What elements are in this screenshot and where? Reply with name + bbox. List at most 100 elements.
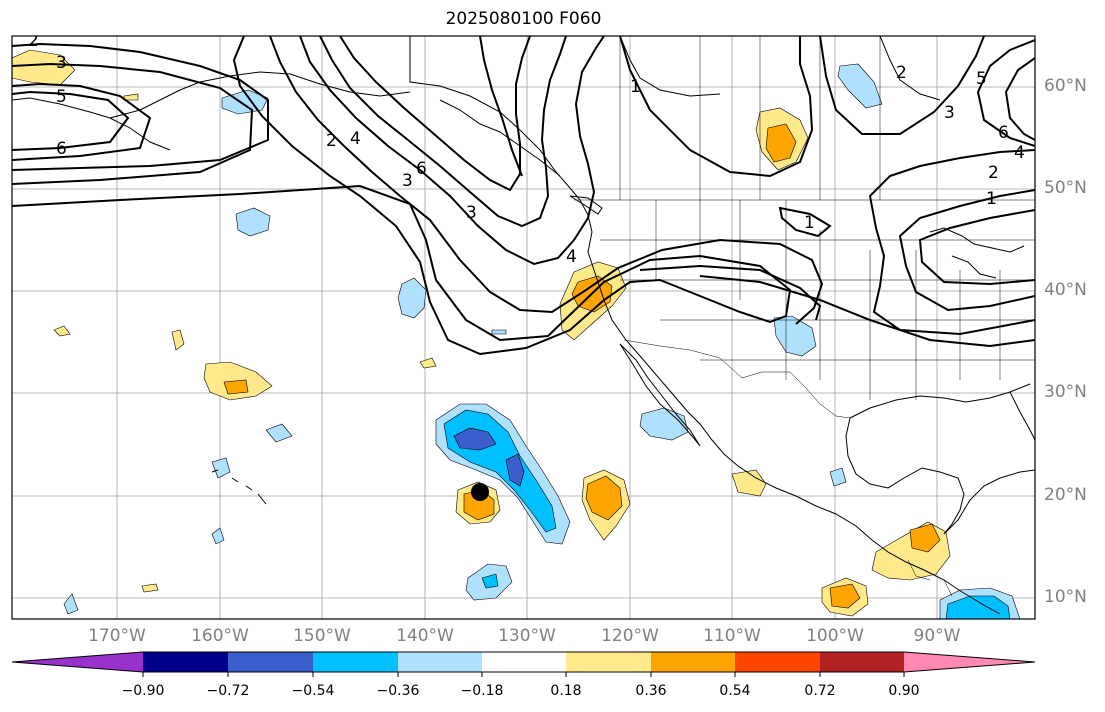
contour-c	[12, 90, 130, 151]
colorbar-tick-label: 0.54	[719, 683, 751, 699]
shade-yellow-nw	[12, 49, 76, 86]
contour-r	[699, 275, 1035, 348]
coast-florida	[1009, 391, 1035, 441]
shade-cyan-sw-pac	[481, 573, 499, 589]
shade-small-9	[491, 329, 507, 335]
lon-label: 90°W	[913, 626, 961, 646]
shade-small-6	[63, 593, 79, 615]
shade-blue-sw	[773, 315, 817, 357]
lat-label: 20°N	[1044, 485, 1087, 505]
colorbar	[11, 651, 1036, 677]
lat-label: 50°N	[1044, 178, 1087, 198]
contour-label: 2	[326, 131, 337, 151]
shade-royal-big2	[505, 453, 525, 487]
shade-small-3	[419, 357, 437, 369]
shade-blue-pac2	[397, 277, 427, 319]
contour-i	[339, 36, 531, 192]
contour-label: 5	[976, 69, 987, 89]
contour-p	[898, 189, 1035, 312]
lon-label: 170°W	[88, 626, 146, 646]
contour-label: 3	[466, 203, 477, 223]
contour-n	[1004, 57, 1035, 141]
contour-label: 3	[56, 53, 67, 73]
lat-label: 40°N	[1044, 280, 1087, 300]
shade-yellow-mexico	[731, 469, 767, 497]
contour-l	[819, 36, 985, 135]
contour-label: 4	[350, 129, 361, 149]
shade-blue-canada	[837, 63, 883, 109]
shade-blue-hi1	[211, 457, 231, 479]
colorbar-tick-label: −0.54	[291, 683, 335, 699]
colorbar-segment	[228, 652, 313, 672]
colorbar-segment	[482, 652, 566, 672]
colorbar-ticks	[142, 672, 905, 677]
shade-orange-cam	[829, 583, 861, 609]
colorbar-segment	[735, 652, 820, 672]
contour-label: 4	[566, 247, 577, 267]
border-states-2	[600, 239, 1035, 361]
contour-k	[619, 36, 814, 178]
contour-label: 1	[630, 77, 641, 97]
coastlines	[12, 36, 1035, 615]
lon-label: 130°W	[498, 626, 556, 646]
coast-hudson	[619, 36, 941, 101]
contour-f	[269, 36, 824, 325]
coast-baja	[619, 343, 701, 447]
shade-orange-epac	[585, 475, 623, 521]
shade-small-1	[53, 325, 71, 337]
colorbar-segment	[313, 652, 398, 672]
contour-m	[976, 39, 1035, 147]
contour-label: 2	[988, 163, 999, 183]
map-background	[12, 36, 1035, 619]
lat-label: 60°N	[1044, 76, 1087, 96]
contour-lines	[12, 36, 1035, 356]
colorbar-tick-label: −0.72	[206, 683, 250, 699]
shade-blue-hi2	[265, 423, 293, 443]
contour-label: 2	[896, 63, 907, 83]
shade-small-5	[829, 467, 847, 487]
storm-center-marker	[471, 483, 489, 501]
shade-orange-gulf	[909, 523, 941, 553]
contour-label: 6	[56, 139, 67, 159]
border-canada-prov	[619, 36, 881, 200]
contour-t	[639, 264, 822, 321]
lat-label: 10°N	[1044, 587, 1087, 607]
lon-label: 150°W	[293, 626, 351, 646]
contour-d	[12, 82, 152, 161]
colorbar-segment	[398, 652, 482, 672]
contour-b	[12, 62, 254, 185]
contour-label: 4	[1014, 143, 1025, 163]
contour-e	[12, 36, 792, 356]
colorbar-segment	[651, 652, 735, 672]
lat-label: 30°N	[1044, 382, 1087, 402]
colorbar-tick-label: −0.18	[460, 683, 504, 699]
coast-vancouver	[569, 195, 603, 215]
colorbar-segment	[820, 652, 904, 672]
shade-royal-big1	[453, 427, 497, 451]
shade-small-4	[211, 527, 225, 545]
coast-bc-islands	[439, 99, 561, 177]
colorbar-tick-label: 0.72	[804, 683, 836, 699]
colorbar-extend-low	[12, 652, 143, 672]
contour-h	[319, 36, 567, 228]
shade-small-7	[141, 583, 159, 593]
border-us-mexico	[623, 339, 851, 419]
coast-yucatan	[943, 469, 1035, 535]
contour-label: 1	[986, 189, 997, 209]
coast-great-lakes	[929, 227, 1025, 279]
contour-q	[918, 209, 1035, 286]
lon-label: 160°W	[191, 626, 249, 646]
contour-g	[299, 36, 605, 266]
lon-label: 100°W	[806, 626, 864, 646]
contour-label: 1	[804, 213, 815, 233]
coast-gulf	[845, 383, 1031, 535]
contour-label: 6	[416, 159, 427, 179]
colorbar-tick-label: 0.36	[635, 683, 667, 699]
shade-small-2	[171, 329, 185, 351]
lon-label: 140°W	[396, 626, 454, 646]
contour-label: 2	[28, 31, 39, 51]
contour-label: 3	[402, 171, 413, 191]
contour-s	[778, 206, 832, 238]
coast-north-america	[409, 36, 1001, 615]
